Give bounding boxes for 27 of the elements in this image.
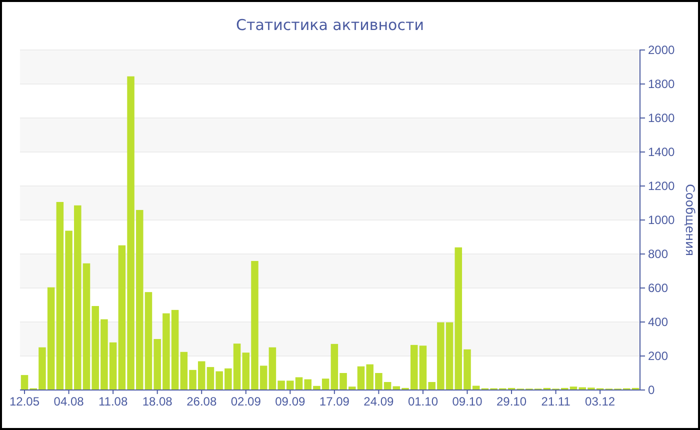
y-tick-label: 2000 [648,42,676,57]
y-tick-label: 1800 [648,76,676,91]
x-tick-label: 04.08 [54,394,84,409]
x-tick-label: 11.08 [98,394,128,409]
y-tick-label: 600 [648,280,668,295]
y-tick-label: 1400 [648,144,676,159]
y-tick-label: 800 [648,246,668,261]
x-tick-label: 03.12 [585,394,616,409]
y-tick-label: 1600 [648,110,676,125]
y-tick-label: 0 [648,382,655,397]
x-tick-label: 09.10 [452,394,483,409]
chart-title: Статистика активности [236,16,424,34]
x-tick-label: 24.09 [364,394,394,409]
y-tick-label: 1000 [648,212,676,227]
x-tick-label: 18.08 [142,394,173,409]
x-tick-label: 17.09 [319,394,350,409]
y-tick-label: 400 [648,314,668,329]
x-tick-label: 09.09 [275,394,306,409]
x-tick-label: 02.09 [230,394,262,409]
x-tick-label: 29.10 [496,394,527,409]
y-tick-label: 1200 [648,178,676,193]
y-tick-label: 200 [648,348,668,363]
x-tick-label: 12.05 [10,394,40,409]
x-tick-label: 21.11 [541,394,571,409]
x-tick-label: 01.10 [408,394,438,409]
y-axis-title: Сообщения [683,184,697,256]
x-tick-label: 26.08 [186,394,217,409]
